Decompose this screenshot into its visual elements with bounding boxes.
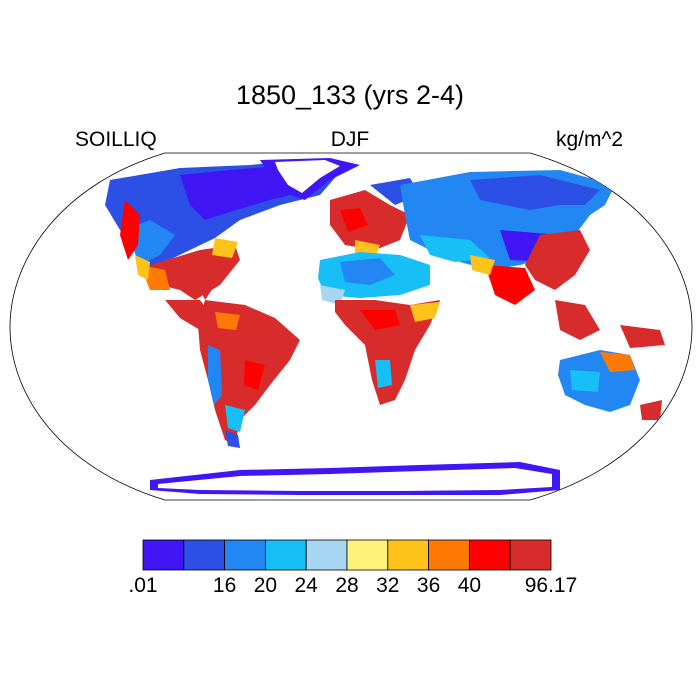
colorbar-swatch-5	[346, 539, 389, 571]
colorbar-label: 16	[212, 574, 237, 597]
colorbar-label: .01	[128, 574, 158, 597]
colorbar-label: 20	[253, 574, 278, 597]
australia	[558, 350, 662, 420]
europe	[330, 178, 420, 258]
colorbar-label: 32	[376, 574, 400, 597]
africa	[318, 252, 440, 405]
colorbar-swatch-1	[183, 539, 226, 571]
season-label: DJF	[330, 128, 370, 151]
colorbar-label: 96.17	[524, 574, 578, 597]
colorbar-label: 24	[294, 574, 318, 597]
colorbar-swatch-6	[387, 539, 429, 571]
colorbar-swatch-2	[224, 539, 266, 571]
colorbar-swatch-0	[142, 539, 185, 571]
variable-name: SOILLIQ	[75, 128, 157, 151]
colorbar-swatch-9	[509, 539, 552, 571]
colorbar-swatch-7	[428, 539, 470, 571]
colorbar-label: 40	[457, 574, 482, 597]
colorbar-swatch-4	[305, 539, 348, 571]
south-america	[198, 300, 300, 448]
asia	[400, 170, 665, 348]
units-label: kg/m^2	[556, 128, 624, 151]
colorbar-label: 36	[416, 574, 441, 597]
colorbar-swatch-3	[264, 539, 307, 571]
colorbar-label: 28	[335, 574, 359, 597]
plot-title: 1850_133 (yrs 2-4)	[235, 80, 465, 110]
colorbar-swatch-8	[468, 539, 511, 571]
land-field	[105, 158, 665, 495]
